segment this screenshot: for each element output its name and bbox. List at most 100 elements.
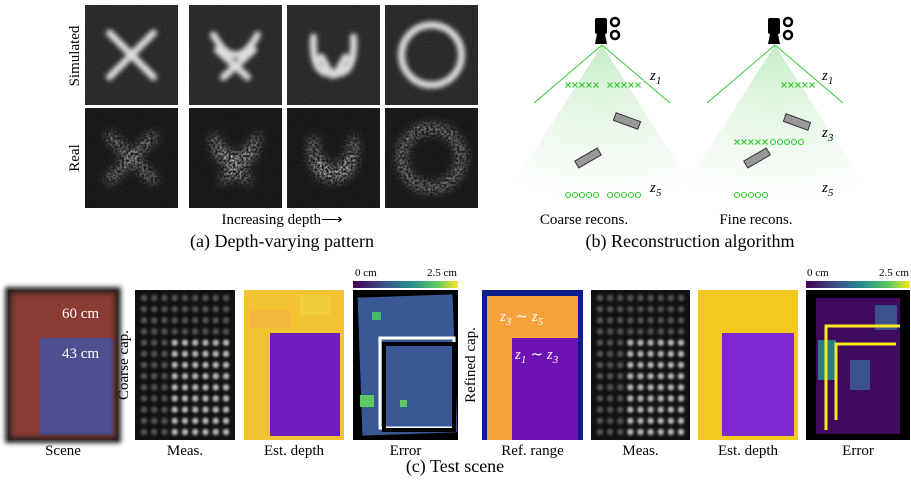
spot <box>617 384 623 390</box>
spot <box>223 395 229 401</box>
spot <box>637 339 643 345</box>
spot <box>627 317 633 323</box>
spot <box>668 395 674 401</box>
spot <box>151 373 157 379</box>
spot <box>172 295 178 301</box>
spot <box>607 395 613 401</box>
spot <box>607 306 613 312</box>
spot <box>658 317 664 323</box>
spot <box>202 406 208 412</box>
scene-label: 60 cm <box>62 306 99 322</box>
spot <box>597 306 603 312</box>
colorbar-label: 2.5 cm <box>879 267 909 279</box>
scene-label: 43 cm <box>62 346 99 362</box>
spot <box>161 351 167 357</box>
spot <box>192 295 198 301</box>
spot <box>182 295 188 301</box>
colorbar-label: 0 cm <box>355 267 377 279</box>
spot <box>151 418 157 424</box>
spot <box>172 384 178 390</box>
spot <box>213 317 219 323</box>
spot <box>597 429 603 435</box>
pattern-images <box>85 5 478 208</box>
image-patch <box>300 295 330 315</box>
image-noise <box>287 108 380 208</box>
spot <box>161 306 167 312</box>
camera-icon <box>611 31 619 39</box>
spot <box>637 373 643 379</box>
spot <box>637 317 643 323</box>
sub-caption: Coarse recons. <box>540 212 628 228</box>
caption: (b) Reconstruction algorithm <box>586 231 795 252</box>
sample-x <box>810 83 815 88</box>
spot <box>637 351 643 357</box>
spot <box>151 295 157 301</box>
spot <box>678 339 684 345</box>
image-label: Meas. <box>167 443 203 459</box>
spot <box>627 395 633 401</box>
spot <box>637 362 643 368</box>
spot <box>202 373 208 379</box>
spot <box>172 362 178 368</box>
spot <box>627 429 633 435</box>
spot <box>151 429 157 435</box>
spot <box>597 295 603 301</box>
spot <box>182 306 188 312</box>
spot <box>223 373 229 379</box>
spot <box>213 406 219 412</box>
spot <box>607 339 613 345</box>
image-patch <box>850 360 870 390</box>
spot <box>213 362 219 368</box>
colorbar <box>353 281 458 288</box>
row-label: Coarse cap. <box>116 330 132 400</box>
spot <box>658 339 664 345</box>
spot <box>161 328 167 334</box>
spot <box>213 418 219 424</box>
spot <box>637 406 643 412</box>
camera-icon <box>784 31 792 39</box>
spot <box>668 328 674 334</box>
depth-label: z1 <box>649 68 661 87</box>
spot <box>151 328 157 334</box>
spot <box>141 317 147 323</box>
spot <box>637 328 643 334</box>
spot <box>637 395 643 401</box>
sample-x <box>636 83 641 88</box>
spot <box>597 328 603 334</box>
spot <box>202 328 208 334</box>
spot <box>647 328 653 334</box>
spot <box>202 351 208 357</box>
spot <box>678 429 684 435</box>
spot <box>172 306 178 312</box>
spot <box>678 384 684 390</box>
spot <box>607 295 613 301</box>
spot <box>141 373 147 379</box>
spot <box>202 384 208 390</box>
spot <box>607 317 613 323</box>
spot <box>617 373 623 379</box>
spot <box>161 295 167 301</box>
spot <box>647 395 653 401</box>
spot <box>658 362 664 368</box>
colorbar-label: 0 cm <box>807 267 829 279</box>
spot <box>668 418 674 424</box>
spot <box>202 306 208 312</box>
spot <box>597 406 603 412</box>
spot <box>192 339 198 345</box>
spot <box>647 295 653 301</box>
spot <box>637 384 643 390</box>
spot <box>617 362 623 368</box>
spot <box>658 351 664 357</box>
spot <box>658 418 664 424</box>
spot <box>658 395 664 401</box>
spot <box>647 317 653 323</box>
spot <box>151 351 157 357</box>
spot <box>172 373 178 379</box>
spot <box>597 362 603 368</box>
spot <box>658 306 664 312</box>
spot <box>607 328 613 334</box>
spot <box>172 406 178 412</box>
spot <box>223 295 229 301</box>
spot <box>627 328 633 334</box>
spot <box>161 418 167 424</box>
